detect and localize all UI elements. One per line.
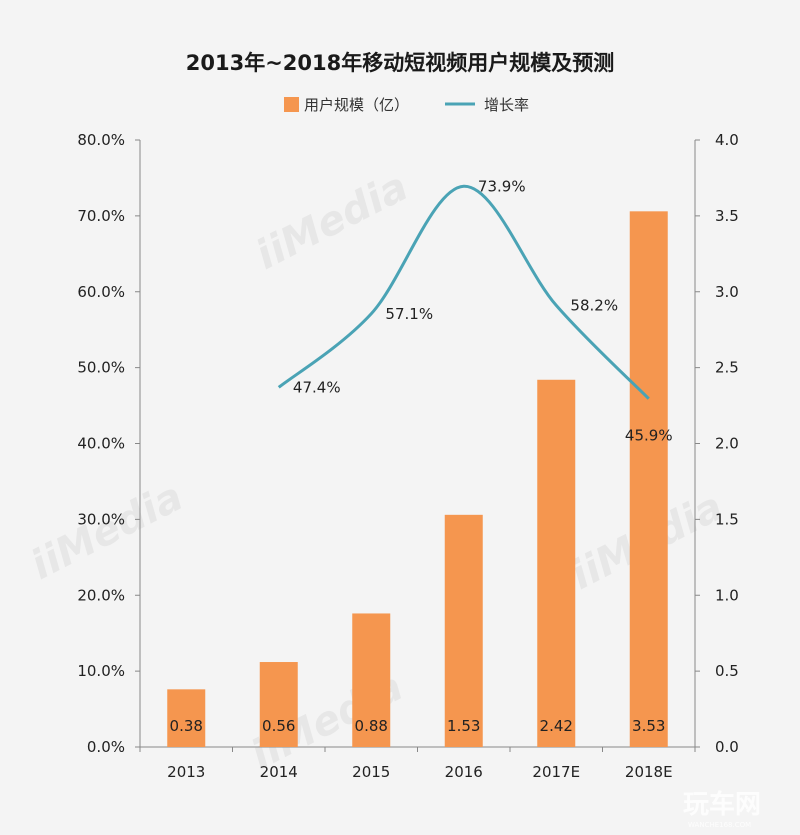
left-tick-label: 10.0% xyxy=(77,662,125,680)
line-value-label: 57.1% xyxy=(385,305,433,323)
right-tick-label: 0.5 xyxy=(715,662,739,680)
line-value-label: 58.2% xyxy=(570,296,618,314)
right-tick-label: 1.5 xyxy=(715,510,739,528)
bar xyxy=(352,613,391,747)
x-tick-label: 2014 xyxy=(260,763,298,781)
site-watermark: 玩车网 WANCHE168.COM xyxy=(683,789,761,829)
legend: 用户规模（亿） 增长率 xyxy=(284,96,529,114)
data-labels: 0.38 0.56 0.88 1.53 2.42 3.53 47.4% 57.1% 73.9% 5… xyxy=(170,177,673,735)
x-tick-label: 2016 xyxy=(445,763,483,781)
axes: 0.0% 10.0% 20.0% 30.0% 40.0% 50.0% 60.0% 70.0% 8… xyxy=(77,131,739,781)
growth-rate-line xyxy=(277,184,650,400)
line-value-label: 73.9% xyxy=(478,177,526,195)
brand-watermark: iiMedia xyxy=(249,164,416,279)
brand-watermark: iiMedia xyxy=(24,474,191,589)
bar xyxy=(259,662,298,747)
legend-swatch-bar xyxy=(284,97,299,112)
bar-value-label: 0.88 xyxy=(355,717,388,735)
left-tick-label: 60.0% xyxy=(77,283,125,301)
x-tick-label: 2017E xyxy=(532,763,580,781)
bar xyxy=(444,514,483,747)
legend-label-bar: 用户规模（亿） xyxy=(304,96,409,114)
right-tick-label: 3.0 xyxy=(715,283,739,301)
x-tick-label: 2015 xyxy=(352,763,390,781)
left-tick-label: 70.0% xyxy=(77,207,125,225)
x-tick-label: 2018E xyxy=(625,763,673,781)
bar-value-label: 3.53 xyxy=(632,717,665,735)
site-watermark-text: 玩车网 xyxy=(683,789,761,820)
right-tick-label: 3.5 xyxy=(715,207,739,225)
bar-value-label: 0.56 xyxy=(262,717,295,735)
left-tick-label: 0.0% xyxy=(87,738,125,756)
site-watermark-url: WANCHE168.COM xyxy=(688,821,751,829)
legend-label-line: 增长率 xyxy=(484,96,529,114)
left-tick-label: 20.0% xyxy=(77,586,125,604)
right-tick-label: 0.0 xyxy=(715,738,739,756)
bar xyxy=(167,689,206,747)
bar xyxy=(629,211,668,747)
right-tick-label: 4.0 xyxy=(715,131,739,149)
line-value-label: 45.9% xyxy=(625,427,673,445)
bar-value-label: 2.42 xyxy=(540,717,573,735)
x-tick-label: 2013 xyxy=(167,763,205,781)
bar-series xyxy=(167,211,668,747)
left-tick-label: 30.0% xyxy=(77,510,125,528)
left-tick-label: 40.0% xyxy=(77,435,125,453)
right-tick-label: 2.0 xyxy=(715,435,739,453)
bar-value-label: 1.53 xyxy=(447,717,480,735)
chart-title: 2013年~2018年移动短视频用户规模及预测 xyxy=(186,51,615,75)
line-series xyxy=(277,184,650,400)
bar xyxy=(537,379,576,747)
right-tick-label: 1.0 xyxy=(715,586,739,604)
left-tick-label: 50.0% xyxy=(77,359,125,377)
left-tick-label: 80.0% xyxy=(77,131,125,149)
right-tick-label: 2.5 xyxy=(715,359,739,377)
line-value-label: 47.4% xyxy=(293,378,341,396)
bar-value-label: 0.38 xyxy=(170,717,203,735)
